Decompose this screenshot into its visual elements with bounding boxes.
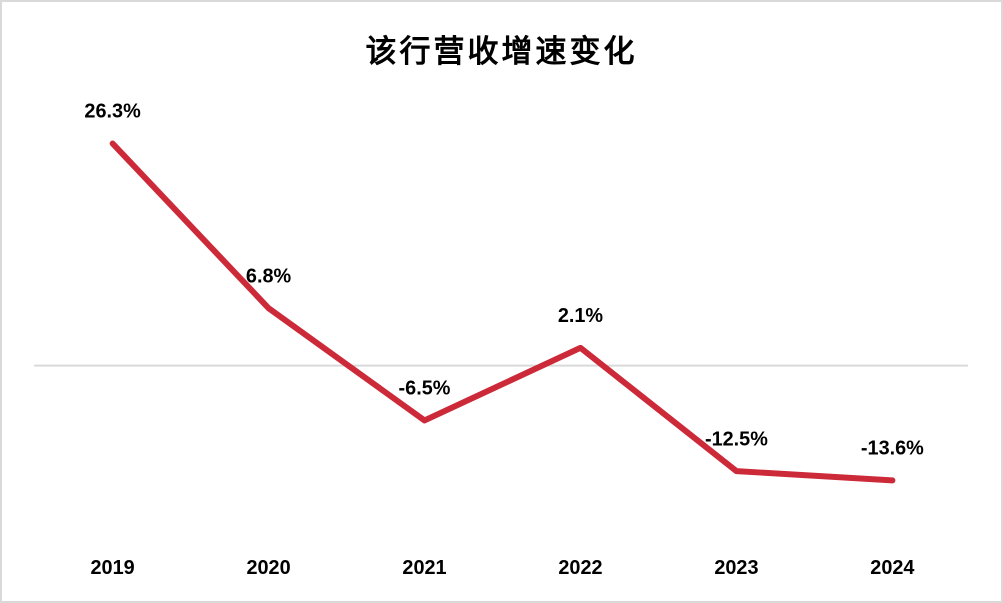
data-label: -13.6% [861,438,924,460]
x-axis-label: 2020 [246,557,290,579]
x-axis-label: 2024 [870,557,914,579]
data-label: 26.3% [84,101,141,123]
revenue-growth-line [109,140,896,484]
x-axis-label: 2022 [558,557,602,579]
x-axis-label: 2021 [402,557,446,579]
data-label: -12.5% [705,428,768,450]
data-label: 6.8% [246,265,292,287]
x-axis-labels-group: 2019 2020 2021 2022 2023 2024 [91,557,915,579]
x-axis-label: 2019 [91,557,135,579]
chart-title: 该行营收增速变化 [365,34,638,69]
data-labels-group: 26.3% 6.8% -6.5% 2.1% -12.5% -13.6% [84,101,924,460]
x-axis-label: 2023 [714,557,758,579]
data-label: -6.5% [399,378,451,400]
data-label: 2.1% [558,305,604,327]
